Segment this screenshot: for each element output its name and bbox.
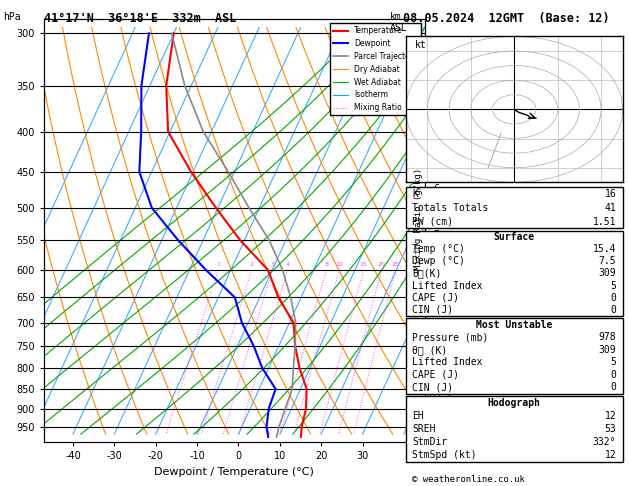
Text: 5: 5 <box>610 280 616 291</box>
Text: 978: 978 <box>599 332 616 342</box>
Text: θᴄ(K): θᴄ(K) <box>412 268 442 278</box>
Text: 12: 12 <box>604 411 616 421</box>
Text: CAPE (J): CAPE (J) <box>412 370 459 380</box>
Text: 8: 8 <box>325 262 328 267</box>
Text: 0: 0 <box>610 293 616 303</box>
Text: 3: 3 <box>270 262 274 267</box>
Text: 309: 309 <box>599 268 616 278</box>
Text: EH: EH <box>412 411 424 421</box>
Text: Lifted Index: Lifted Index <box>412 357 482 367</box>
Text: 25: 25 <box>392 262 399 267</box>
Text: 7.5: 7.5 <box>599 256 616 266</box>
Text: Mixing Ratio (g/kg): Mixing Ratio (g/kg) <box>414 168 423 270</box>
Text: 08.05.2024  12GMT  (Base: 12): 08.05.2024 12GMT (Base: 12) <box>403 12 609 25</box>
Text: © weatheronline.co.uk: © weatheronline.co.uk <box>412 474 525 484</box>
Text: kt: kt <box>415 40 426 50</box>
Text: 41: 41 <box>604 203 616 213</box>
Text: Most Unstable: Most Unstable <box>476 320 552 330</box>
Text: 0: 0 <box>610 382 616 392</box>
Text: CIN (J): CIN (J) <box>412 382 454 392</box>
Text: Surface: Surface <box>494 232 535 242</box>
Text: 0: 0 <box>610 305 616 315</box>
Text: LCL: LCL <box>428 393 443 402</box>
Text: 15: 15 <box>360 262 367 267</box>
Text: SREH: SREH <box>412 424 436 434</box>
Text: CIN (J): CIN (J) <box>412 305 454 315</box>
Text: 12: 12 <box>604 450 616 460</box>
Text: PW (cm): PW (cm) <box>412 217 454 226</box>
Text: hPa: hPa <box>3 12 21 22</box>
Text: 2: 2 <box>250 262 253 267</box>
Text: StmDir: StmDir <box>412 437 447 447</box>
Text: CAPE (J): CAPE (J) <box>412 293 459 303</box>
Text: θᴄ (K): θᴄ (K) <box>412 345 447 355</box>
Legend: Temperature, Dewpoint, Parcel Trajectory, Dry Adiabat, Wet Adiabat, Isotherm, Mi: Temperature, Dewpoint, Parcel Trajectory… <box>330 23 421 115</box>
Text: Lifted Index: Lifted Index <box>412 280 482 291</box>
Text: 41°17'N  36°18'E  332m  ASL: 41°17'N 36°18'E 332m ASL <box>44 12 237 25</box>
Text: 1: 1 <box>216 262 220 267</box>
Text: 20: 20 <box>377 262 386 267</box>
Text: Temp (°C): Temp (°C) <box>412 244 465 254</box>
Text: Pressure (mb): Pressure (mb) <box>412 332 489 342</box>
Text: StmSpd (kt): StmSpd (kt) <box>412 450 477 460</box>
Text: 4: 4 <box>286 262 290 267</box>
Text: 15.4: 15.4 <box>593 244 616 254</box>
FancyBboxPatch shape <box>406 318 623 394</box>
FancyBboxPatch shape <box>406 231 623 316</box>
Text: Hodograph: Hodograph <box>487 398 541 408</box>
Text: 53: 53 <box>604 424 616 434</box>
Text: 10: 10 <box>335 262 343 267</box>
Text: 5: 5 <box>610 357 616 367</box>
Text: 0: 0 <box>610 370 616 380</box>
Text: 1.51: 1.51 <box>593 217 616 226</box>
Text: km
ASL: km ASL <box>390 12 408 33</box>
FancyBboxPatch shape <box>406 187 623 228</box>
Text: Totals Totals: Totals Totals <box>412 203 489 213</box>
Text: 309: 309 <box>599 345 616 355</box>
Text: 332°: 332° <box>593 437 616 447</box>
Text: K: K <box>412 189 418 199</box>
Text: 16: 16 <box>604 189 616 199</box>
X-axis label: Dewpoint / Temperature (°C): Dewpoint / Temperature (°C) <box>154 467 314 477</box>
Text: Dewp (°C): Dewp (°C) <box>412 256 465 266</box>
FancyBboxPatch shape <box>406 396 623 462</box>
